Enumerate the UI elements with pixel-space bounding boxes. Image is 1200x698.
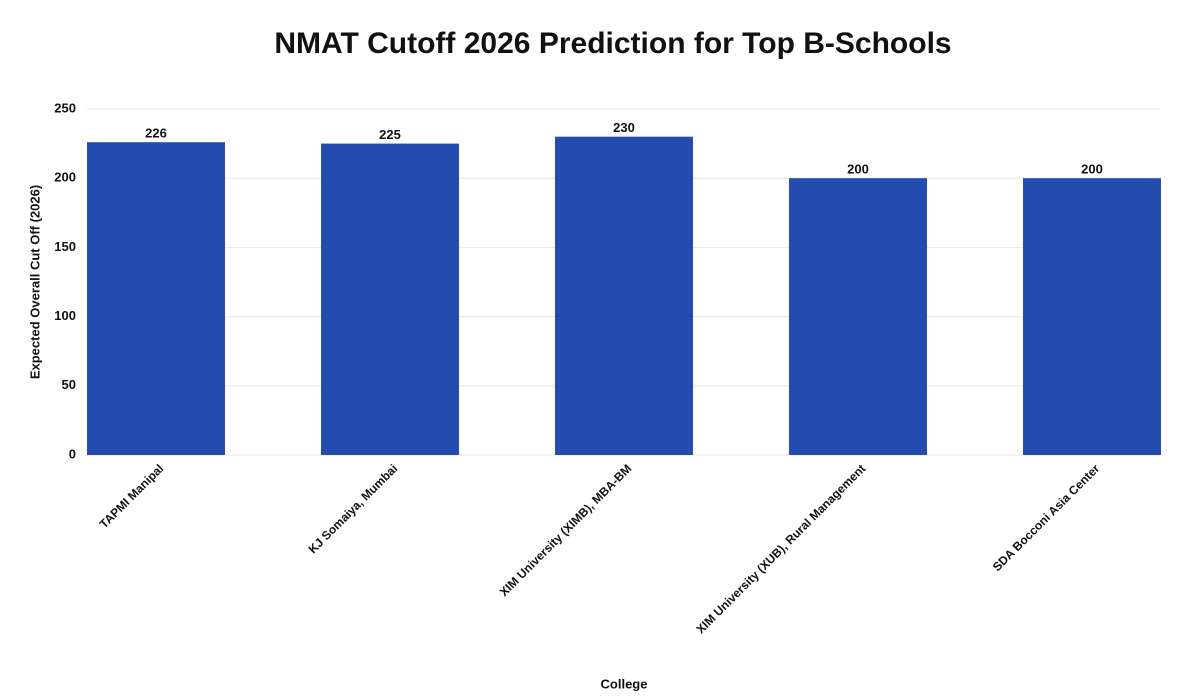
- value-label: 225: [379, 127, 401, 142]
- x-tick-label: TAPMI Manipal: [97, 461, 167, 531]
- value-label: 230: [613, 120, 635, 135]
- y-tick-label: 0: [69, 446, 76, 461]
- x-tick-label: XIM University (XUB), Rural Management: [693, 461, 868, 636]
- y-tick-label: 250: [54, 100, 76, 115]
- value-label: 200: [1081, 162, 1103, 177]
- x-tick-label: KJ Somaiya, Mumbai: [306, 461, 401, 556]
- y-tick-label: 100: [54, 308, 76, 323]
- value-label: 226: [145, 126, 167, 141]
- bar: [555, 136, 693, 455]
- bar: [87, 142, 225, 455]
- x-tick-label: XIM University (XIMB), MBA-BM: [497, 461, 635, 599]
- y-tick-label: 150: [54, 239, 76, 254]
- chart-title: NMAT Cutoff 2026 Prediction for Top B-Sc…: [274, 27, 951, 60]
- x-tick-label: SDA Bocconi Asia Center: [990, 461, 1103, 574]
- value-label: 200: [847, 162, 869, 177]
- x-axis-title: College: [601, 676, 648, 691]
- y-tick-label: 50: [62, 377, 76, 392]
- bar: [789, 178, 927, 455]
- y-axis-title: Expected Overall Cut Off (2026): [27, 185, 42, 379]
- bar: [321, 143, 459, 455]
- y-tick-label: 200: [54, 170, 76, 185]
- bar: [1023, 178, 1161, 455]
